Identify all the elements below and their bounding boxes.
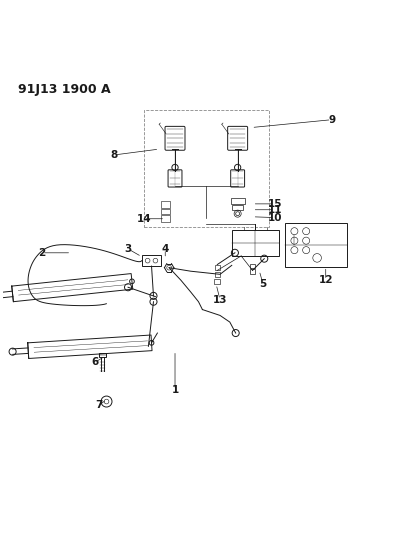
Text: 10: 10 (268, 213, 282, 223)
Bar (250, 269, 255, 273)
Text: 8: 8 (111, 150, 118, 160)
Text: 6: 6 (91, 358, 98, 367)
Text: 12: 12 (318, 275, 333, 285)
Bar (160, 215, 170, 222)
Bar (160, 209, 170, 214)
Bar (214, 279, 220, 284)
Text: 9: 9 (328, 115, 335, 125)
Bar (250, 264, 255, 268)
Bar (232, 205, 243, 210)
Bar (142, 255, 161, 266)
Bar (214, 272, 220, 277)
Text: 3: 3 (124, 244, 132, 254)
Bar (215, 264, 220, 270)
Text: 7: 7 (95, 400, 102, 410)
Text: 14: 14 (137, 214, 151, 224)
Text: 5: 5 (260, 279, 267, 289)
Bar (232, 230, 279, 256)
Text: 1: 1 (172, 385, 179, 395)
Text: 91J13 1900 A: 91J13 1900 A (18, 83, 111, 95)
Text: 2: 2 (38, 248, 46, 258)
Text: 4: 4 (162, 244, 169, 254)
Bar (100, 353, 106, 357)
Bar (285, 223, 347, 266)
Text: 13: 13 (213, 295, 227, 305)
Bar (144, 110, 269, 228)
Bar (160, 201, 170, 208)
Text: 11: 11 (268, 205, 282, 215)
Bar (231, 198, 245, 204)
Text: 15: 15 (268, 199, 282, 209)
